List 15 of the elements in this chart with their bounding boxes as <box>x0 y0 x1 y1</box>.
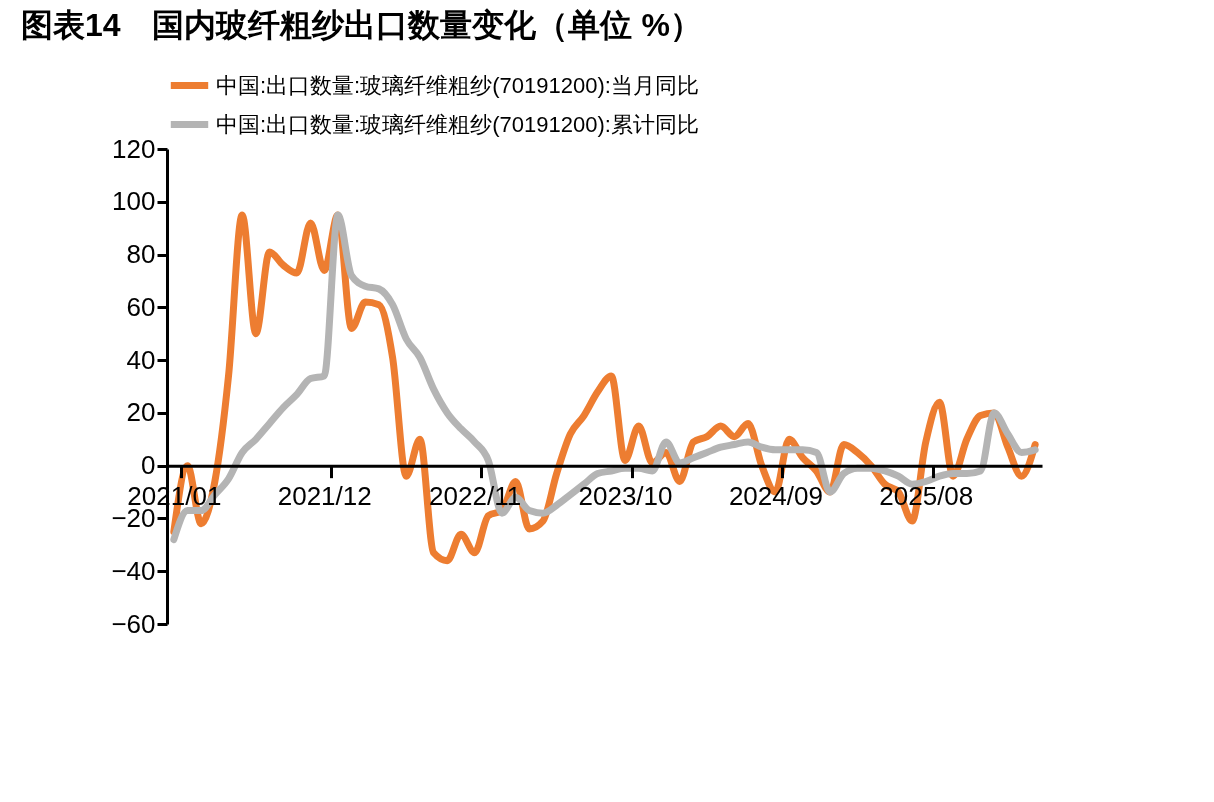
y-tick-label: 120 <box>112 133 156 164</box>
y-tick-label: 0 <box>141 450 156 481</box>
legend-label: 中国:出口数量:玻璃纤维粗纱(70191200):当月同比 <box>216 72 699 98</box>
legend-label: 中国:出口数量:玻璃纤维粗纱(70191200):累计同比 <box>216 111 699 137</box>
y-tick-label: 100 <box>112 186 156 217</box>
x-tick-label: 2024/09 <box>728 481 823 512</box>
y-tick-label: 20 <box>126 397 156 428</box>
y-tick-label: −40 <box>111 555 156 586</box>
y-tick-label: 40 <box>126 344 156 375</box>
y-tick-label: −60 <box>111 608 156 639</box>
y-tick-label: 60 <box>126 291 156 322</box>
x-tick-label: 2023/10 <box>578 481 673 512</box>
x-tick-label: 2021/12 <box>277 481 372 512</box>
y-tick-label: 80 <box>126 239 156 270</box>
chart-title: 图表14 国内玻纤粗纱出口数量变化（单位 %） <box>20 7 702 43</box>
